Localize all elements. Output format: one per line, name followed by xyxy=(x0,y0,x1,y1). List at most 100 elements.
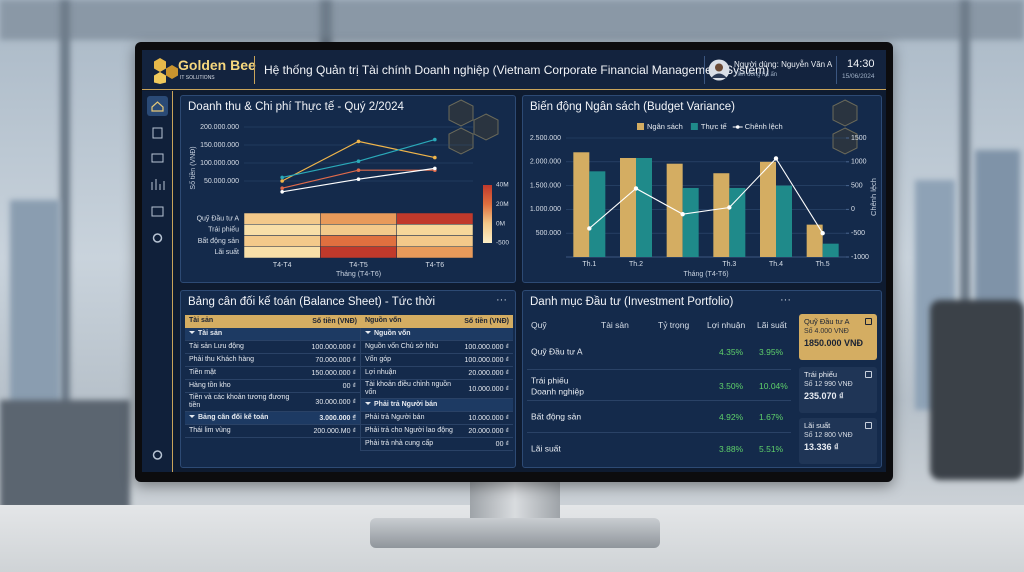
x-tick-label: Th.4 xyxy=(769,261,783,268)
row-label: Tài sản xyxy=(185,329,305,339)
row-label: Phải thu Khách hàng xyxy=(189,355,254,363)
building xyxy=(10,200,60,420)
avatar xyxy=(708,59,730,81)
row-label: Phải trả cho Người lao động xyxy=(365,427,453,435)
fund-name: Quỹ Đầu tư A xyxy=(531,346,583,357)
y-tick-label: 200.000.000 xyxy=(200,124,239,131)
row-label: Thái lim vùng xyxy=(189,427,231,435)
card-title: Lãi suất xyxy=(804,421,831,430)
card-amount: 235.070 ₫ xyxy=(804,391,844,401)
y-axis-label: Số tiền (VNĐ) xyxy=(188,146,197,189)
row-amount: 20.000.000 ₫ xyxy=(468,427,509,435)
table-row: Thái lim vùng 200.000.M0 ₫ xyxy=(185,425,360,439)
app-title: Hệ thống Quản trị Tài chính Doanh nghiệp… xyxy=(264,63,770,77)
line-point xyxy=(680,211,685,217)
colorbar-label: 20M xyxy=(496,201,509,208)
line-point xyxy=(356,177,361,181)
card-amount: 13.336 ₫ xyxy=(804,442,839,452)
profit: 3.88% xyxy=(719,444,744,454)
assets-column: Tài sản Tài sản Lưu động 100.000.000 ₫ Phải… xyxy=(185,328,361,452)
nav-settings[interactable] xyxy=(152,233,163,243)
card-icon xyxy=(865,371,872,378)
line-point xyxy=(773,156,779,161)
bar xyxy=(682,187,699,257)
column-header: Lợi nhuận xyxy=(707,320,746,330)
row-amount: 30.000.000 ₫ xyxy=(315,398,356,406)
legend-swatch xyxy=(637,123,644,130)
hexagons xyxy=(448,99,499,155)
nav-reports[interactable] xyxy=(152,127,163,139)
panel-title: Doanh thu & Chi phí Thực tế - Quý 2/2024 xyxy=(188,101,404,113)
bar xyxy=(573,152,590,257)
row-label: Tiền và các khoản tương đương tiền xyxy=(189,394,290,410)
heat-cell xyxy=(396,224,474,236)
balance-table: Tài sản Số tiền (VNĐ) Nguồn vốn Số tiền (VN… xyxy=(185,315,513,452)
brand: Golden Bee xyxy=(178,57,256,73)
table-row: Vốn góp 100.000.000 ₫ xyxy=(361,354,513,367)
heat-cell xyxy=(320,235,397,247)
y2-tick-label: 1500 xyxy=(851,135,867,142)
nav-charts[interactable] xyxy=(151,179,165,190)
column-header: Lãi suất xyxy=(757,320,787,330)
row-label: Hàng tồn kho xyxy=(189,381,231,389)
x-tick-label: Th.5 xyxy=(816,261,830,268)
line-point xyxy=(433,166,437,171)
screen: Golden Bee IT SOLUTIONS Hệ thống Quản tr… xyxy=(142,50,886,472)
legend-label: Ngân sách xyxy=(647,122,683,131)
panel-menu[interactable]: ··· xyxy=(780,294,791,306)
fund-name: Lãi suất xyxy=(531,443,561,454)
heat-cell xyxy=(243,224,321,236)
bar xyxy=(776,185,792,257)
column-header: Tài sản xyxy=(189,317,214,325)
row-label: Vốn góp xyxy=(365,355,392,363)
row-label: Tiền mặt xyxy=(189,368,216,376)
chair xyxy=(930,300,1024,480)
bar xyxy=(822,243,839,257)
y-tick-label: 2.000.000 xyxy=(530,159,561,166)
row-amount: 3.000.000 ₫ xyxy=(319,414,356,422)
legend-swatch xyxy=(690,123,698,130)
y-tick-label: 50.000.000 xyxy=(204,178,239,185)
summary-card[interactable]: Trái phiếu Số 12 990 VNĐ 235.070 ₫ xyxy=(799,367,877,413)
row-label: Phải trả Người bán xyxy=(361,400,457,410)
budget-chart: 500.000 1.000.000 1.500.000 2.000.000 2.500.… xyxy=(530,99,878,278)
stand-neck xyxy=(470,478,560,523)
row-label: Tài khoản điều chỉnh nguồn vốn xyxy=(365,381,452,397)
section-row: Bảng cân đối kế toán 3.000.000 ₫ xyxy=(185,412,360,426)
table-row: Tiền và các khoản tương đương tiền 30.000… xyxy=(185,393,360,413)
row-label: Trái phiếu xyxy=(208,225,239,234)
y-tick-label: 100.000.000 xyxy=(200,160,239,167)
x-tick-label: T4-T4 xyxy=(273,262,292,269)
table-row: Hàng tồn kho 00 ₫ xyxy=(185,380,360,393)
nav-users[interactable] xyxy=(151,153,164,163)
table-row: Lợi nhuận 20.000.000 ₫ xyxy=(361,367,513,380)
nav-config[interactable] xyxy=(152,450,163,460)
panel-menu[interactable]: ··· xyxy=(496,294,507,306)
logo-mark xyxy=(154,58,178,84)
nav-analytics[interactable] xyxy=(151,206,164,217)
x-tick-label: Th.3 xyxy=(722,261,736,268)
row-amount: 20.000.000 ₫ xyxy=(468,369,509,377)
brand-tag: IT SOLUTIONS xyxy=(180,75,215,81)
row-amount: 100.000.000 ₫ xyxy=(464,343,509,351)
heat-cell xyxy=(243,246,321,259)
column-header: Quỹ xyxy=(531,320,547,330)
summary-card[interactable]: Quỹ Đầu tư A Số 4.000 VNĐ 1850.000 VNĐ xyxy=(799,314,877,360)
panel-title: Danh mục Đầu tư (Investment Portfolio) xyxy=(530,296,734,308)
x-tick-label: T4-T6 xyxy=(425,262,444,269)
x-tick-label: Th.2 xyxy=(629,261,643,268)
row-amount: 10.000.000 ₫ xyxy=(468,385,509,393)
y2-tick-label: 0 xyxy=(851,206,855,213)
balance-panel: Bảng cân đối kế toán (Balance Sheet) - T… xyxy=(180,290,516,468)
summary-card[interactable]: Lãi suất Số 12 800 VNĐ 13.336 ₫ xyxy=(799,418,877,464)
table-row: Tài khoản điều chỉnh nguồn vốn 10.000.000… xyxy=(361,380,513,400)
table-row: Phải thu Khách hàng 70.000.000 ₫ xyxy=(185,354,360,367)
nav-home[interactable] xyxy=(147,96,168,116)
card-sub: Số 4.000 VNĐ xyxy=(804,328,849,335)
heat-cell xyxy=(320,246,397,259)
y-tick-label: 2.500.000 xyxy=(530,135,561,142)
y-tick-label: 1.500.000 xyxy=(530,182,561,189)
row-label: Lợi nhuận xyxy=(365,368,397,376)
separator xyxy=(254,56,255,84)
bar xyxy=(806,224,823,257)
